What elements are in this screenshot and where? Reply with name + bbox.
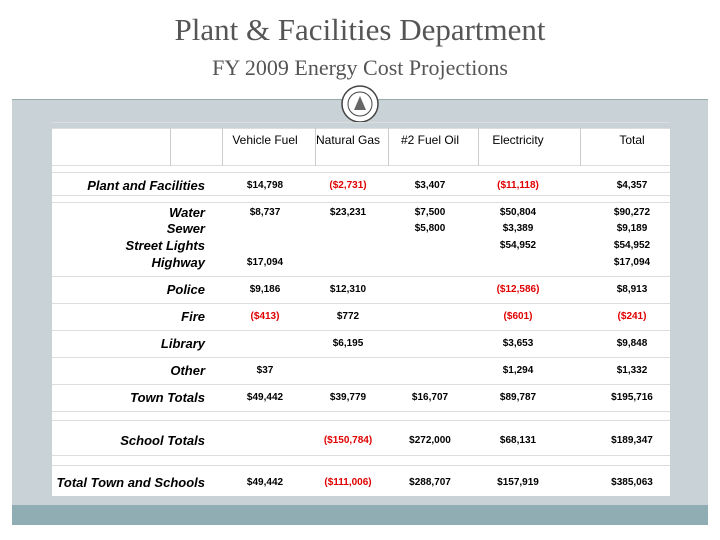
column-header: Natural Gas bbox=[315, 133, 381, 147]
cell: $1,294 bbox=[502, 365, 534, 376]
title: Plant & Facilities Department bbox=[174, 12, 546, 47]
cell: ($2,731) bbox=[329, 180, 367, 191]
row-label: Highway bbox=[151, 255, 205, 270]
row-label: Police bbox=[166, 282, 205, 297]
seal bbox=[341, 85, 379, 123]
table: Vehicle Fuel Natural Gas #2 Fuel Oil Electr… bbox=[52, 122, 670, 496]
cell: $54,952 bbox=[613, 240, 651, 251]
cell: $3,389 bbox=[502, 223, 534, 234]
row-line bbox=[52, 465, 670, 466]
cell: $8,737 bbox=[249, 207, 281, 218]
column-line bbox=[222, 128, 223, 166]
row-line bbox=[52, 122, 670, 123]
column-line bbox=[388, 128, 389, 166]
column-header: Electricity bbox=[492, 133, 544, 147]
footer-band bbox=[12, 505, 708, 525]
row-line bbox=[52, 128, 670, 129]
row-label: Plant and Facilities bbox=[87, 178, 205, 193]
cell: $39,779 bbox=[329, 392, 367, 403]
row-label: Sewer bbox=[166, 221, 205, 236]
column-line bbox=[580, 128, 581, 166]
column-header: #2 Fuel Oil bbox=[400, 133, 460, 147]
cell: $385,063 bbox=[611, 477, 653, 488]
cell: $3,407 bbox=[414, 180, 446, 191]
row-line bbox=[52, 303, 670, 304]
cell: $189,347 bbox=[611, 435, 653, 446]
cell: ($111,006) bbox=[324, 477, 372, 488]
column-line bbox=[478, 128, 479, 166]
row-label: Town Totals bbox=[130, 390, 205, 405]
cell: $17,094 bbox=[246, 257, 284, 268]
cell: $50,804 bbox=[499, 207, 537, 218]
cell: $16,707 bbox=[411, 392, 449, 403]
cell: $89,787 bbox=[499, 392, 537, 403]
cell: $54,952 bbox=[499, 240, 537, 251]
column-header: Total bbox=[619, 133, 645, 147]
row-line bbox=[52, 384, 670, 385]
cell: $23,231 bbox=[329, 207, 367, 218]
row-line bbox=[52, 172, 670, 173]
column-header: Vehicle Fuel bbox=[232, 133, 298, 147]
cell: $272,000 bbox=[409, 435, 451, 446]
cell: $37 bbox=[256, 365, 274, 376]
row-line bbox=[52, 357, 670, 358]
row-label: Library bbox=[160, 336, 205, 351]
cell: $8,913 bbox=[616, 284, 648, 295]
cell: $9,186 bbox=[249, 284, 281, 295]
cell: $288,707 bbox=[409, 477, 451, 488]
cell: $3,653 bbox=[502, 338, 534, 349]
cell: $5,800 bbox=[414, 223, 446, 234]
cell: $4,357 bbox=[616, 180, 648, 191]
cell: $17,094 bbox=[613, 257, 651, 268]
row-label: School Totals bbox=[120, 433, 205, 448]
row-line bbox=[52, 165, 670, 166]
column-line bbox=[315, 128, 316, 166]
row-label: Street Lights bbox=[125, 238, 205, 253]
cell: $14,798 bbox=[246, 180, 284, 191]
column-line bbox=[170, 128, 171, 166]
cell: ($413) bbox=[250, 311, 280, 322]
cell: $68,131 bbox=[499, 435, 537, 446]
cell: $49,442 bbox=[246, 392, 284, 403]
row-label: Total Town and Schools bbox=[56, 475, 205, 490]
cell: $6,195 bbox=[332, 338, 364, 349]
cell: $9,189 bbox=[616, 223, 648, 234]
cell: ($12,586) bbox=[496, 284, 540, 295]
cell: $772 bbox=[336, 311, 360, 322]
cell: $49,442 bbox=[246, 477, 284, 488]
cell: $195,716 bbox=[611, 392, 653, 403]
row-line bbox=[52, 202, 670, 203]
cell: $12,310 bbox=[329, 284, 367, 295]
row-line bbox=[52, 195, 670, 196]
subtitle: FY 2009 Energy Cost Projections bbox=[212, 55, 508, 80]
row-line bbox=[52, 420, 670, 421]
cell: ($11,118) bbox=[497, 180, 539, 191]
row-line bbox=[52, 455, 670, 456]
row-line bbox=[52, 276, 670, 277]
row-line bbox=[52, 330, 670, 331]
cell: $9,848 bbox=[616, 338, 648, 349]
row-label: Water bbox=[169, 205, 205, 220]
row-label: Fire bbox=[181, 309, 205, 324]
cell: $90,272 bbox=[613, 207, 651, 218]
cell: ($150,784) bbox=[323, 435, 373, 446]
cell: $7,500 bbox=[414, 207, 446, 218]
cell: ($601) bbox=[503, 311, 533, 322]
cell: $1,332 bbox=[616, 365, 648, 376]
cell: $157,919 bbox=[497, 477, 539, 488]
row-label: Other bbox=[170, 363, 205, 378]
cell: ($241) bbox=[617, 311, 647, 322]
row-line bbox=[52, 411, 670, 412]
